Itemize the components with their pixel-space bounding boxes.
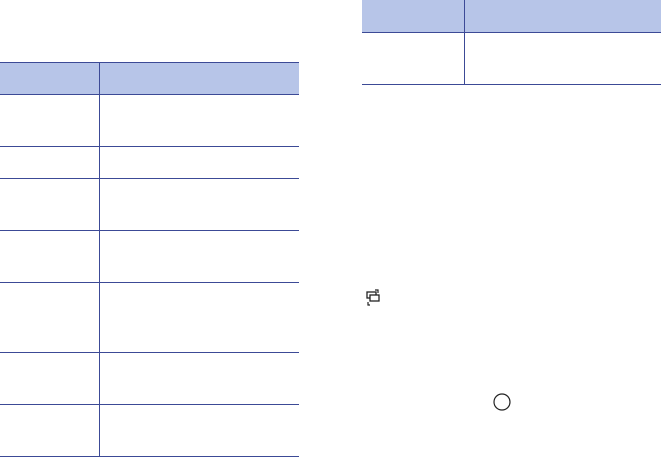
table-row [0,94,299,147]
cell [0,146,100,179]
cell [464,32,661,85]
cell [99,178,299,231]
cell [0,282,100,353]
header-cell [464,0,661,33]
table-row [0,230,299,283]
cell [99,94,299,147]
right-table [362,0,661,85]
left-table [0,62,299,457]
cell [99,146,299,179]
table-row [362,32,661,85]
header-cell [99,62,299,95]
header-cell [0,62,100,95]
switch-windows-icon [366,289,380,306]
table-header-row [362,0,661,33]
cell [0,352,100,405]
table-row [0,178,299,231]
table-row [0,146,299,179]
cell [99,352,299,405]
cell [0,404,100,457]
cell [0,230,100,283]
cell [362,32,465,85]
table-row [0,352,299,405]
cell [0,178,100,231]
table-header-row [0,62,299,95]
cell [99,282,299,353]
cell [99,230,299,283]
table-row [0,282,299,353]
table-row [0,404,299,457]
header-cell [362,0,465,33]
circle-icon [493,393,511,411]
cell [99,404,299,457]
cell [0,94,100,147]
